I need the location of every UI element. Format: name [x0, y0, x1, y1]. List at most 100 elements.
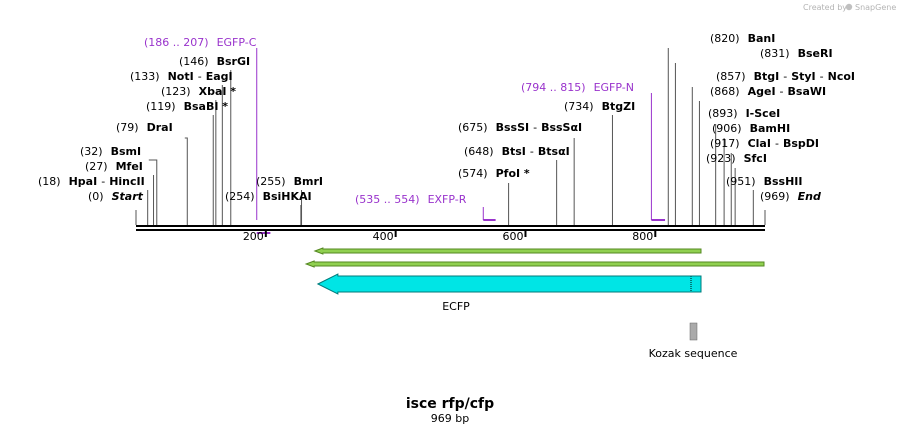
site-label-btsi[interactable]: (648) BtsI - BtsαI [464, 145, 570, 158]
site-enzyme-clai: ClaI [748, 137, 771, 150]
site-enzyme-end: End [798, 190, 821, 203]
site-label-clai[interactable]: (917) ClaI - BspDI [710, 137, 819, 150]
site-position-noti: (133) [130, 70, 160, 83]
site-position-end: (969) [760, 190, 790, 203]
site-label-noti[interactable]: (133) NotI - EagI [130, 70, 233, 83]
site-enzyme-mfei: MfeI [116, 160, 143, 173]
site-enzyme-bsssi: BssSI [496, 121, 530, 134]
site-enzyme-styi: StyI [791, 70, 815, 83]
credit-prefix: Created by [803, 3, 847, 12]
feature-green-arrow-1[interactable] [313, 247, 702, 255]
primer-name-egfp-c: EGFP-C [217, 36, 257, 49]
site-position-agei: (868) [710, 85, 740, 98]
site-separator: - [820, 70, 824, 83]
site-label-btgzi[interactable]: (734) BtgZI [564, 100, 635, 113]
site-label-drai[interactable]: (79) DraI [116, 121, 173, 134]
snapgene-logo-icon [845, 3, 853, 11]
site-enzyme-xbai: XbaI * [199, 85, 237, 98]
site-separator: - [780, 85, 784, 98]
site-label-bseri[interactable]: (831) BseRI [760, 47, 833, 60]
primer-range-egfp-c: (186 .. 207) [144, 36, 209, 49]
site-label-bsshii[interactable]: (951) BssHII [726, 175, 802, 188]
site-enzyme-bamhi: BamHI [750, 122, 791, 135]
site-enzyme-bseri: BseRI [798, 47, 833, 60]
primer-label-egfp-c[interactable]: (186 .. 207) EGFP-C [144, 36, 257, 49]
site-label-bsihkai[interactable]: (254) BsiHKAI [225, 190, 312, 203]
site-enzyme-btsi: BtsI [502, 145, 526, 158]
site-label-i-scei[interactable]: (893) I-SceI [708, 107, 780, 120]
site-labels: (0) Start(18) HpaI - HincII(27) MfeI(32) BsmI(… [38, 32, 855, 203]
site-label-bsabi[interactable]: (119) BsaBI * [146, 100, 228, 113]
credit-brand: SnapGene [855, 3, 896, 12]
site-position-bsssi: (675) [458, 121, 488, 134]
site-separator: - [775, 137, 779, 150]
site-enzyme-sfci: SfcI [744, 152, 767, 165]
primer-layer: (186 .. 207) EGFP-C (535 .. 554) EXFP-R (794… [144, 36, 666, 234]
site-label-agei[interactable]: (868) AgeI - BsaWI [710, 85, 826, 98]
site-position-bani: (820) [710, 32, 740, 45]
primer-label-egfp-n[interactable]: (794 .. 815) EGFP-N [521, 81, 634, 94]
map-subtitle: 969 bp [431, 412, 469, 425]
map-title: isce rfp/cfp [406, 396, 494, 412]
site-position-xbai: (123) [161, 85, 191, 98]
site-position-bsmi: (32) [80, 145, 103, 158]
site-line-drai [184, 137, 188, 225]
ruler: 200 400 600 800 [243, 230, 657, 243]
ruler-label-600: 600 [502, 230, 523, 243]
site-enzyme-i-scei: I-SceI [746, 107, 781, 120]
site-enzyme-bts-i: BtsαI [538, 145, 570, 158]
site-position-bsrgi: (146) [179, 55, 209, 68]
snapgene-credit: Created by SnapGene [803, 3, 896, 12]
feature-kozak-sequence[interactable] [689, 322, 698, 341]
site-enzyme-bsrgi: BsrGI [217, 55, 250, 68]
site-enzyme-bsihkai: BsiHKAI [263, 190, 312, 203]
site-label-bsrgi[interactable]: (146) BsrGI [179, 55, 250, 68]
site-label-sfci[interactable]: (923) SfcI [706, 152, 767, 165]
site-enzyme-bsss-i: BssSαI [541, 121, 582, 134]
backbone [136, 225, 765, 231]
site-separator: - [533, 121, 537, 134]
primer-label-exfp-r[interactable]: (535 .. 554) EXFP-R [355, 193, 467, 206]
site-label-mfei[interactable]: (27) MfeI [85, 160, 143, 173]
site-label-pfoi[interactable]: (574) PfoI * [458, 167, 530, 180]
ruler-label-800: 800 [632, 230, 653, 243]
site-position-bmri: (255) [256, 175, 286, 188]
site-enzyme-hpai: HpaI [69, 175, 98, 188]
site-label-start[interactable]: (0) Start [88, 190, 144, 203]
site-position-btgzi: (734) [564, 100, 594, 113]
site-label-end[interactable]: (969) End [760, 190, 821, 203]
feature-ecfp-arrow[interactable] [316, 273, 702, 295]
site-separator: - [530, 145, 534, 158]
site-enzyme-btgzi: BtgZI [602, 100, 636, 113]
site-label-bamhi[interactable]: (906) BamHI [712, 122, 790, 135]
ruler-label-400: 400 [373, 230, 394, 243]
site-position-pfoi: (574) [458, 167, 488, 180]
site-label-bmri[interactable]: (255) BmrI [256, 175, 323, 188]
site-label-xbai[interactable]: (123) XbaI * [161, 85, 236, 98]
site-enzyme-bsabi: BsaBI * [184, 100, 229, 113]
site-position-bsihkai: (254) [225, 190, 255, 203]
site-label-hpai[interactable]: (18) HpaI - HincII [38, 175, 145, 188]
site-position-bsshii: (951) [726, 175, 756, 188]
primer-range-exfp-r: (535 .. 554) [355, 193, 420, 206]
feature-green-arrow-2[interactable] [304, 260, 765, 268]
site-enzyme-agei: AgeI [748, 85, 776, 98]
site-lines [135, 48, 766, 225]
site-label-btgi[interactable]: (857) BtgI - StyI - NcoI [716, 70, 855, 83]
site-position-bamhi: (906) [712, 122, 742, 135]
site-enzyme-bmri: BmrI [294, 175, 323, 188]
site-label-bsmi[interactable]: (32) BsmI [80, 145, 141, 158]
site-enzyme-bani: BanI [748, 32, 776, 45]
site-separator: - [101, 175, 105, 188]
site-position-start: (0) [88, 190, 104, 203]
site-position-bseri: (831) [760, 47, 790, 60]
site-label-bsssi[interactable]: (675) BssSI - BssSαI [458, 121, 582, 134]
site-position-btsi: (648) [464, 145, 494, 158]
site-label-bani[interactable]: (820) BanI [710, 32, 775, 45]
site-enzyme-bspdi: BspDI [783, 137, 819, 150]
site-position-i-scei: (893) [708, 107, 738, 120]
site-enzyme-pfoi: PfoI * [496, 167, 530, 180]
site-separator: - [783, 70, 787, 83]
primer-range-egfp-n: (794 .. 815) [521, 81, 586, 94]
